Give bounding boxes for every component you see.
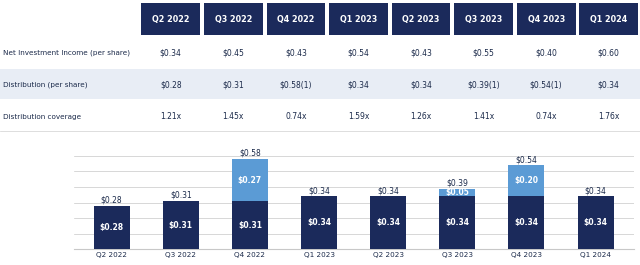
Text: $0.27: $0.27 [238, 175, 262, 184]
Text: $0.34: $0.34 [598, 80, 620, 89]
Text: Q1 2023: Q1 2023 [340, 15, 377, 24]
Bar [301, 196, 337, 249]
Text: Distribution coverage: Distribution coverage [3, 113, 81, 120]
Text: $0.31: $0.31 [238, 220, 262, 229]
Text: Distribution (per share): Distribution (per share) [3, 81, 87, 88]
Bar [0, 69, 640, 99]
Text: $0.34: $0.34 [515, 218, 538, 227]
Text: $0.28: $0.28 [160, 80, 182, 89]
Bar [267, 3, 325, 36]
Text: $0.40: $0.40 [535, 48, 557, 57]
Text: $0.31: $0.31 [223, 80, 244, 89]
Bar [508, 165, 545, 196]
Text: $0.28: $0.28 [100, 223, 124, 232]
Text: $0.54: $0.54 [515, 155, 538, 164]
Text: Q3 2022: Q3 2022 [214, 15, 252, 24]
Text: $0.31: $0.31 [169, 220, 193, 229]
Text: $0.43: $0.43 [285, 48, 307, 57]
Bar [454, 3, 513, 36]
Bar [141, 3, 200, 36]
Text: $0.60: $0.60 [598, 48, 620, 57]
Text: 1.76x: 1.76x [598, 112, 620, 121]
Text: 1.59x: 1.59x [348, 112, 369, 121]
Bar [163, 201, 199, 249]
Text: $0.34: $0.34 [584, 186, 607, 195]
Text: $0.39(1): $0.39(1) [467, 80, 500, 89]
Text: 1.45x: 1.45x [223, 112, 244, 121]
Text: $0.34: $0.34 [308, 186, 330, 195]
Bar [578, 196, 614, 249]
Text: $0.55: $0.55 [473, 48, 495, 57]
Bar [232, 159, 268, 201]
Text: $0.34: $0.34 [410, 80, 432, 89]
Text: Q4 2022: Q4 2022 [277, 15, 315, 24]
Bar [579, 3, 638, 36]
Text: Net Investment Income (per share): Net Investment Income (per share) [3, 50, 129, 56]
Text: $0.05: $0.05 [445, 188, 469, 197]
Text: Q2 2022: Q2 2022 [152, 15, 189, 24]
Text: $0.54(1): $0.54(1) [530, 80, 563, 89]
Text: $0.43: $0.43 [410, 48, 432, 57]
Text: $0.58(1): $0.58(1) [280, 80, 312, 89]
Text: $0.34: $0.34 [584, 218, 607, 227]
Text: $0.34: $0.34 [348, 80, 369, 89]
Text: Q4 2023: Q4 2023 [527, 15, 564, 24]
Bar [329, 3, 388, 36]
Bar [93, 206, 130, 249]
Bar [0, 101, 640, 131]
Text: $0.31: $0.31 [170, 191, 191, 200]
Bar [0, 37, 640, 67]
Text: Q3 2023: Q3 2023 [465, 15, 502, 24]
Text: $0.34: $0.34 [445, 218, 469, 227]
Text: $0.45: $0.45 [223, 48, 244, 57]
Text: $0.34: $0.34 [377, 186, 399, 195]
Text: $0.39: $0.39 [446, 179, 468, 187]
Bar [392, 3, 451, 36]
Text: $0.28: $0.28 [101, 196, 122, 205]
Text: $0.20: $0.20 [515, 176, 538, 185]
Bar [517, 3, 575, 36]
Text: $0.34: $0.34 [160, 48, 182, 57]
Text: $0.54: $0.54 [348, 48, 369, 57]
Bar [204, 3, 263, 36]
Text: 0.74x: 0.74x [536, 112, 557, 121]
Text: 1.21x: 1.21x [160, 112, 181, 121]
Text: $0.34: $0.34 [376, 218, 400, 227]
Text: $0.34: $0.34 [307, 218, 331, 227]
Text: $0.58: $0.58 [239, 149, 260, 158]
Text: 1.41x: 1.41x [473, 112, 494, 121]
Bar [370, 196, 406, 249]
Text: 0.74x: 0.74x [285, 112, 307, 121]
Bar [439, 189, 476, 196]
Text: 1.26x: 1.26x [410, 112, 431, 121]
Bar [232, 201, 268, 249]
Bar [439, 196, 476, 249]
Bar [508, 196, 545, 249]
Text: Q2 2023: Q2 2023 [403, 15, 440, 24]
Text: Q1 2024: Q1 2024 [590, 15, 627, 24]
